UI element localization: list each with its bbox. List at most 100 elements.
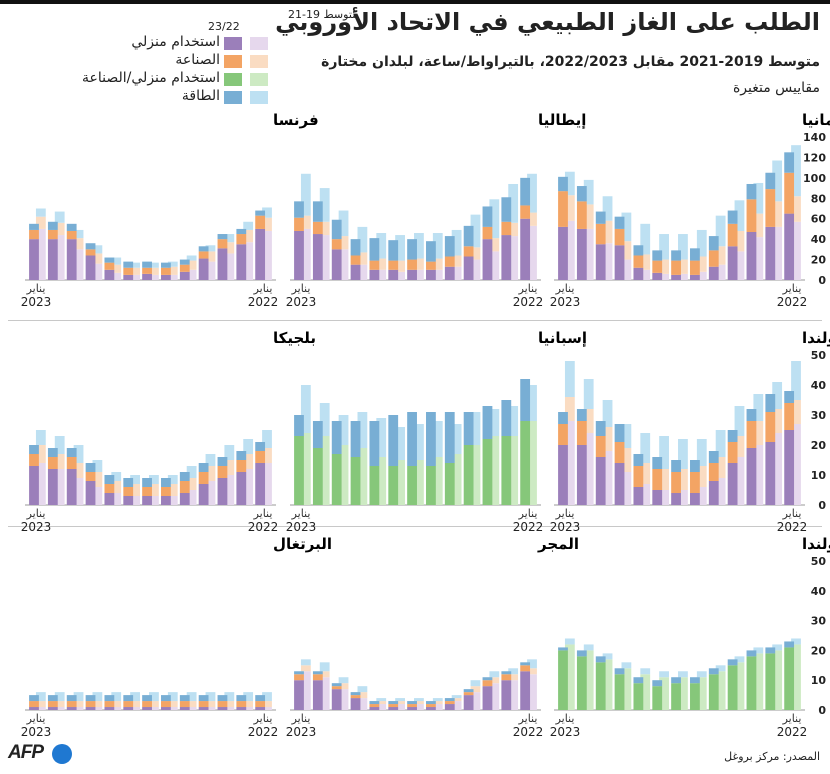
- bar-avg-power: [167, 692, 178, 702]
- x-tick-label: يناير: [782, 507, 802, 520]
- bar-cur-power: [576, 186, 587, 202]
- bar-cur-industry: [123, 701, 134, 708]
- bar-cur-home: [29, 466, 39, 505]
- bar-cur-power: [463, 412, 474, 445]
- legend-swatch-cur: [224, 73, 242, 86]
- bar-cur-industry: [426, 704, 436, 708]
- bar-avg-power: [35, 692, 46, 702]
- legend-label: الطاقة: [181, 88, 220, 104]
- bar-avg-power: [92, 692, 103, 702]
- bar-avg-home: [791, 221, 801, 280]
- bar-avg-home: [451, 266, 462, 280]
- bar-avg-power: [224, 445, 235, 460]
- bar-avg-home: [73, 707, 84, 710]
- bar-cur-home: [142, 273, 152, 280]
- bar-avg-homeind: [451, 454, 462, 505]
- bar-avg-power: [54, 436, 65, 454]
- bar-cur-home: [671, 493, 681, 505]
- bar-avg-industry: [149, 267, 159, 275]
- bar-cur-power: [179, 259, 190, 265]
- bar-cur-home: [104, 493, 115, 505]
- bar-avg-home: [395, 704, 405, 710]
- chart-title: الطلب على الغاز الطبيعي في الاتحاد الأور…: [275, 8, 820, 36]
- bar-cur-power: [161, 695, 171, 702]
- bar-avg-industry: [583, 204, 594, 229]
- bar-cur-industry: [179, 481, 190, 493]
- bar-avg-power: [659, 436, 669, 469]
- bar-cur-home: [123, 707, 134, 710]
- bar-avg-homeind: [395, 460, 405, 505]
- bar-avg-industry: [357, 252, 368, 265]
- bar-avg-home: [92, 263, 103, 280]
- bar-cur-power: [671, 677, 681, 684]
- x-tick-label: يناير: [782, 712, 802, 725]
- bar-avg-home: [149, 707, 159, 710]
- bar-avg-power: [111, 472, 122, 481]
- y-tick-label: 140: [803, 131, 826, 144]
- bar-avg-industry: [489, 238, 500, 252]
- bar-avg-home: [205, 481, 216, 505]
- bar-cur-power: [142, 695, 152, 702]
- y-tick-label: 30: [811, 615, 827, 628]
- bar-cur-home: [236, 707, 247, 710]
- bar-cur-home: [558, 226, 568, 280]
- bar-cur-industry: [708, 463, 719, 481]
- y-tick-label: 100: [803, 172, 826, 185]
- bar-cur-power: [255, 442, 266, 451]
- bar-avg-industry: [470, 247, 481, 260]
- panel-title: المجر: [537, 535, 579, 553]
- bar-avg-power: [621, 424, 632, 448]
- bar-cur-power: [294, 671, 304, 675]
- bar-cur-power: [671, 460, 681, 472]
- bar-cur-power: [236, 451, 247, 460]
- bar-cur-home: [369, 269, 380, 280]
- y-tick-label: 40: [811, 585, 827, 598]
- bar-cur-industry: [236, 460, 247, 472]
- bar-avg-power: [111, 692, 122, 702]
- bar-cur-power: [690, 248, 700, 261]
- bar-cur-home: [85, 481, 96, 505]
- chart-panel-3: هولندا01020304050يناير2023يناير2022: [550, 329, 830, 534]
- bar-avg-industry: [262, 448, 272, 463]
- bar-avg-industry: [678, 259, 688, 274]
- bar-avg-power: [243, 221, 254, 230]
- bar-cur-home: [633, 267, 644, 280]
- bar-avg-home: [489, 683, 500, 710]
- bar-avg-power: [395, 235, 405, 261]
- bar-cur-power: [482, 406, 493, 439]
- bar-avg-industry: [92, 472, 103, 487]
- bar-cur-homeind: [444, 463, 455, 505]
- bar-cur-power: [85, 695, 96, 702]
- bar-cur-power: [520, 379, 531, 421]
- bar-cur-power: [690, 677, 700, 684]
- bar-cur-homeind: [501, 436, 512, 505]
- x-tick-label: يناير: [253, 712, 273, 725]
- bar-avg-home: [678, 490, 688, 505]
- bar-cur-industry: [708, 250, 719, 267]
- bar-avg-homeind: [772, 650, 783, 710]
- bar-avg-industry: [111, 264, 122, 273]
- bar-avg-power: [300, 173, 311, 216]
- bar-cur-home: [426, 707, 436, 710]
- bar-cur-home: [501, 680, 512, 710]
- bar-cur-power: [482, 206, 493, 227]
- bar-avg-industry: [376, 258, 387, 270]
- bar-cur-power: [255, 695, 266, 702]
- bar-avg-home: [186, 269, 197, 280]
- bar-avg-industry: [583, 409, 594, 433]
- bar-avg-power: [527, 173, 537, 213]
- legend-swatch-avg: [250, 37, 268, 50]
- bar-avg-home: [167, 274, 178, 280]
- bar-cur-power: [369, 701, 380, 705]
- bar-avg-home: [715, 264, 726, 280]
- legend-head-cur: 23/22: [208, 20, 240, 33]
- bar-cur-power: [369, 238, 380, 261]
- bar-cur-home: [576, 228, 587, 280]
- bar-cur-power: [388, 701, 399, 705]
- x-tick-year: 2022: [513, 295, 544, 309]
- bar-cur-industry: [217, 701, 228, 708]
- bar-cur-industry: [29, 454, 39, 466]
- bar-cur-power: [407, 701, 417, 705]
- x-tick-year: 2023: [286, 520, 317, 534]
